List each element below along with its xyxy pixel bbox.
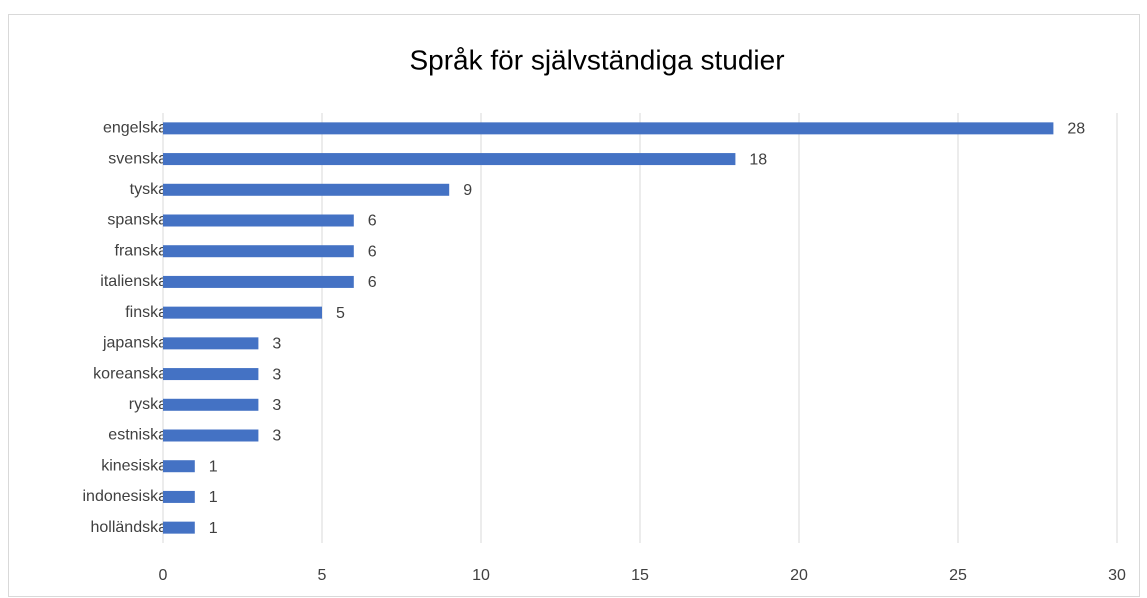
bar: [163, 398, 259, 411]
bar: [163, 306, 322, 319]
y-tick-label: italienska: [100, 273, 167, 290]
bar: [163, 490, 195, 503]
x-tick-label: 0: [159, 567, 168, 584]
data-label: 5: [336, 305, 345, 322]
bar: [163, 337, 259, 350]
y-tick-label: tyska: [130, 181, 167, 198]
bar: [163, 153, 736, 166]
data-label: 3: [272, 428, 281, 445]
x-tick-label: 20: [790, 567, 808, 584]
data-label: 3: [272, 336, 281, 353]
y-tick-label: svenska: [108, 150, 167, 167]
x-tick-label: 10: [472, 567, 490, 584]
y-tick-label: engelska: [103, 120, 167, 137]
y-tick-label: holländska: [91, 519, 168, 536]
data-label: 18: [749, 151, 767, 168]
y-tick-label: japanska: [102, 335, 167, 352]
y-tick-label: spanska: [107, 212, 167, 229]
y-tick-label: kinesiska: [101, 457, 167, 474]
x-tick-label: 30: [1108, 567, 1126, 584]
bar: [163, 275, 354, 288]
bar: [163, 460, 195, 473]
y-tick-label: ryska: [129, 396, 167, 413]
y-tick-label: indonesiska: [83, 488, 168, 505]
data-label: 9: [463, 182, 472, 199]
data-label: 6: [368, 243, 377, 260]
bar: [163, 368, 259, 381]
y-tick-label: finska: [125, 304, 167, 321]
data-label: 1: [209, 520, 218, 537]
data-label: 3: [272, 397, 281, 414]
y-tick-label: estniska: [108, 427, 167, 444]
bar: [163, 429, 259, 442]
bar: [163, 183, 450, 196]
chart-border: [8, 14, 1140, 597]
bar: [163, 122, 1054, 135]
chart-title: Språk för självständiga studier: [409, 44, 784, 75]
x-tick-label: 25: [949, 567, 967, 584]
bar: [163, 245, 354, 258]
y-tick-label: koreanska: [93, 365, 167, 382]
data-label: 1: [209, 489, 218, 506]
bar: [163, 521, 195, 534]
data-label: 6: [368, 274, 377, 291]
bar: [163, 214, 354, 227]
data-label: 6: [368, 213, 377, 230]
x-tick-label: 5: [318, 567, 327, 584]
data-label: 28: [1067, 121, 1085, 138]
data-label: 3: [272, 366, 281, 383]
x-tick-label: 15: [631, 567, 649, 584]
y-tick-label: franska: [115, 242, 168, 259]
data-label: 1: [209, 458, 218, 475]
